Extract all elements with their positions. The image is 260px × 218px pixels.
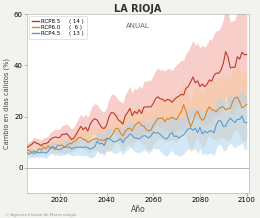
Text: © Agencia Estatal de Meteorología: © Agencia Estatal de Meteorología [5,213,77,217]
Y-axis label: Cambio en dias cálidos (%): Cambio en dias cálidos (%) [4,58,11,149]
Text: ANUAL: ANUAL [126,23,150,29]
X-axis label: Año: Año [131,205,145,214]
Legend: RCP8.5     ( 14 ), RCP6.0     (  6 ), RCP4.5     ( 13 ): RCP8.5 ( 14 ), RCP6.0 ( 6 ), RCP4.5 ( 13… [29,16,87,39]
Title: LA RIOJA: LA RIOJA [114,4,162,14]
